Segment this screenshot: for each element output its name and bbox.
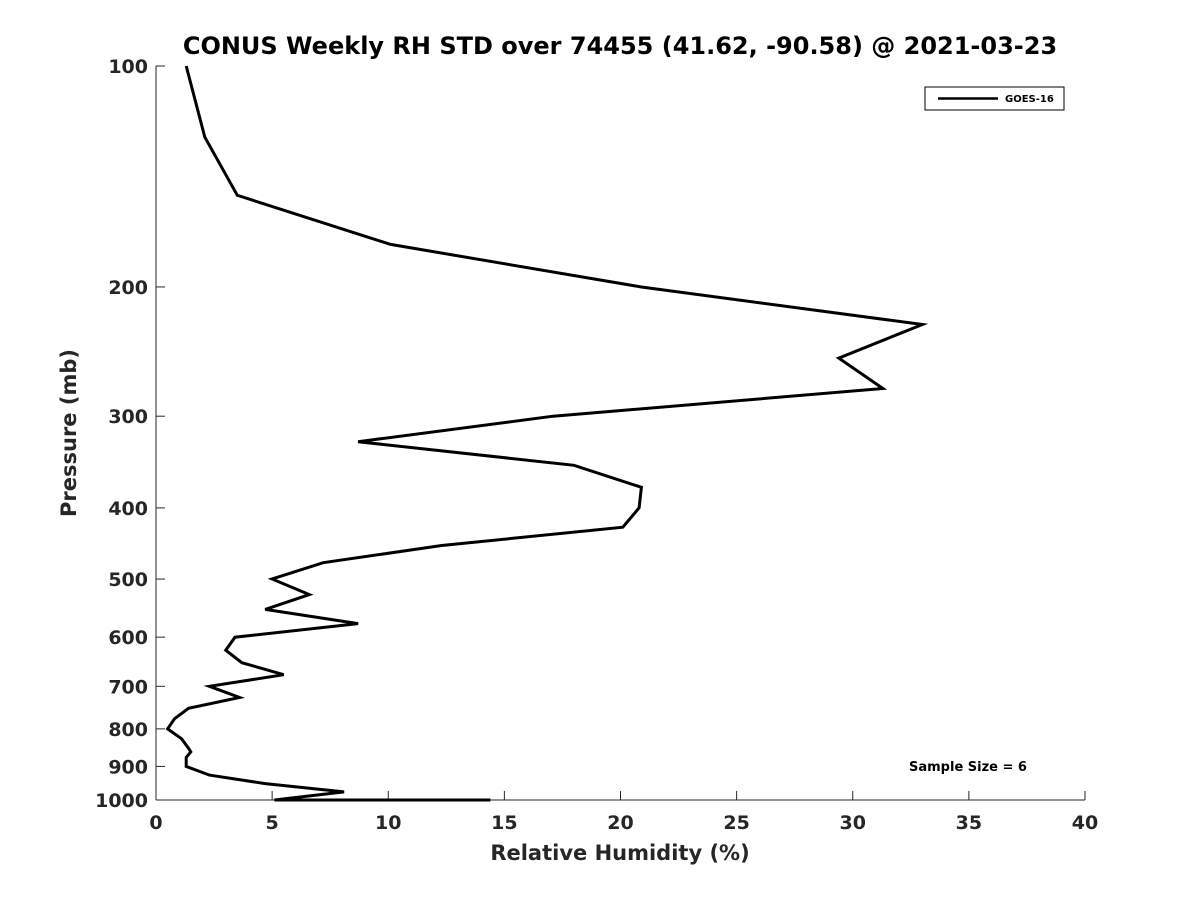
x-tick-label: 35 — [956, 812, 982, 834]
y-axis: 100 200 300 400 500 600 700 800 900 1000 — [95, 56, 165, 812]
legend: GOES-16 — [924, 86, 1065, 111]
x-tick-label: 30 — [840, 812, 866, 834]
legend-label: GOES-16 — [1005, 94, 1054, 105]
x-axis-label: Relative Humidity (%) — [490, 841, 749, 865]
x-tick-label: 20 — [607, 812, 633, 834]
x-tick-label: 0 — [149, 812, 162, 834]
chart-title: CONUS Weekly RH STD over 74455 (41.62, -… — [183, 32, 1057, 60]
y-tick-label: 300 — [108, 406, 148, 428]
y-tick-label: 500 — [108, 569, 148, 591]
x-tick-label: 10 — [375, 812, 401, 834]
y-tick-label: 700 — [108, 676, 148, 698]
x-tick-label: 5 — [266, 812, 279, 834]
x-tick-label: 25 — [723, 812, 749, 834]
series-line-goes-16 — [165, 65, 929, 802]
series-layer — [165, 65, 929, 802]
x-tick-label: 15 — [491, 812, 517, 834]
y-tick-label: 800 — [108, 719, 148, 741]
y-tick-label: 400 — [108, 498, 148, 520]
y-tick-label: 600 — [108, 627, 148, 649]
y-tick-label: 900 — [108, 756, 148, 778]
x-tick-label: 40 — [1072, 812, 1098, 834]
y-tick-label: 100 — [108, 56, 148, 78]
y-tick-label: 200 — [108, 277, 148, 299]
x-axis: 0 5 10 15 20 25 30 35 40 — [149, 791, 1098, 834]
sample-size-annotation: Sample Size = 6 — [909, 760, 1027, 775]
y-axis-label: Pressure (mb) — [57, 349, 81, 517]
y-tick-label: 1000 — [95, 790, 148, 812]
